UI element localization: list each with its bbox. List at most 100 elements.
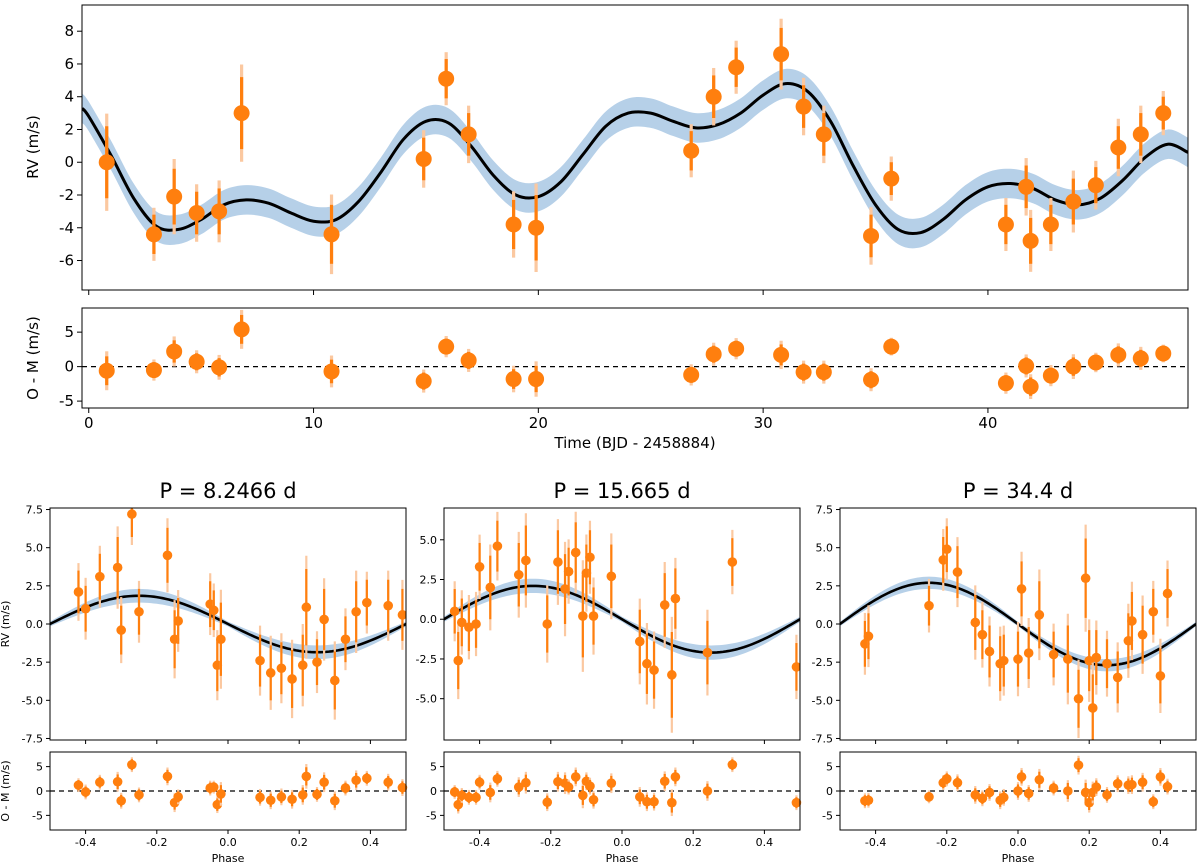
timeseries-point [815, 126, 832, 143]
phase-2-resid-data [444, 757, 802, 817]
timeseries-model-line [82, 82, 1188, 236]
phase-1-resid-point [319, 777, 329, 788]
phase-2-resid-point [563, 782, 574, 792]
phase-3-point [1148, 606, 1159, 617]
phase-3-resid-point [977, 793, 988, 804]
timeseries-point [1065, 193, 1082, 210]
phase-1-point [362, 597, 372, 608]
timeseries-resid-point [166, 343, 183, 360]
phase-2-xlabel: Phase [606, 852, 639, 865]
phase-3-main-ticks: -7.5 -5.0 -2.5 0.0 2.5 5.0 7.5 [812, 504, 1161, 745]
phase-3-point [1023, 648, 1034, 658]
phase-1-resid-xtick-label: 0.2 [290, 836, 308, 849]
phase-3-point [970, 617, 981, 628]
phase-1-resid-point [112, 776, 123, 787]
timeseries-resid-point [1065, 358, 1082, 375]
phase-1-point [397, 610, 406, 620]
phase-2-model-line [444, 584, 800, 654]
timeseries-ytick-label: -6 [59, 252, 74, 270]
phase-2-resid-xtick-label: 0.2 [684, 836, 702, 849]
phase-3-resid-point [1063, 786, 1073, 796]
timeseries-resid-point [773, 346, 790, 363]
timeseries-ytick-label: -2 [59, 186, 74, 204]
phase-1-main-data [50, 508, 406, 720]
phase-2-resid-point [513, 782, 524, 792]
phase-1-model-line [50, 594, 406, 654]
timeseries-point [98, 154, 115, 171]
phase-1-point [383, 600, 394, 611]
phase-3-resid-point [970, 790, 981, 800]
phase-3-resid-xtick-label: -0.4 [865, 836, 886, 849]
phase-3-resid-ytick-label: 5 [826, 761, 833, 774]
phase-1-resid-ylabel: O - M (m/s) [0, 760, 12, 821]
phase-3-point [984, 646, 995, 657]
timeseries-point [1132, 126, 1149, 143]
phase-3-ytick-label: -2.5 [812, 656, 833, 669]
phase-3-xlabel: Phase [1002, 852, 1035, 865]
phase-2-resid-point [659, 776, 670, 787]
phase-3-point [1102, 658, 1112, 669]
phase-3-resid-xtick-label: 0.4 [1152, 836, 1170, 849]
phase-1-resid-point [162, 771, 173, 782]
timeseries-point [795, 98, 812, 115]
timeseries-resid-point [438, 338, 455, 355]
phase-2-point [563, 566, 574, 577]
phase-2-resid-ticks: -0.4 -0.2 0.0 0.2 0.4 -5 0 5 [426, 761, 773, 849]
phase-1-resid-frame [49, 751, 407, 831]
phase-3-resid-xtick-label: 0.2 [1080, 836, 1098, 849]
phase-2-resid-xtick-label: 0.0 [613, 836, 631, 849]
timeseries-resid-point [705, 346, 722, 363]
phase-1-resid-point [330, 795, 340, 806]
phase-2-resid-point [791, 797, 802, 808]
phase-3-ytick-label: -5.0 [812, 694, 833, 707]
timeseries-resid-xtick-label: 30 [754, 414, 773, 432]
phase-1-resid-point [383, 777, 394, 788]
phase-2-resid-xtick-label: -0.2 [540, 836, 561, 849]
phase-1-point [351, 606, 361, 617]
phase-3-resid-point [952, 777, 963, 788]
phase-2-point [659, 600, 670, 610]
phase-3-ytick-label: 0.0 [816, 618, 834, 631]
phase-2-resid-point [474, 777, 485, 788]
timeseries-point [438, 70, 455, 87]
timeseries-resid-point [505, 371, 522, 388]
timeseries-resid-point [1110, 346, 1127, 363]
phase-2-point [670, 593, 681, 604]
phase-2-title: P = 15.665 d [553, 479, 690, 503]
timeseries-resid-point [1042, 367, 1059, 384]
phase-3-point [1155, 671, 1166, 681]
phase-2-resid-point [667, 797, 677, 808]
timeseries-point [1110, 139, 1127, 156]
phase-3-resid-ticks: -0.4 -0.2 0.0 0.2 0.4 -5 0 5 [822, 761, 1169, 849]
phase-1-xlabel: Phase [212, 852, 245, 865]
phase-2-resid-point [553, 776, 563, 787]
phase-2-resid-point [670, 772, 681, 782]
phase-2-ytick-label: 5.0 [420, 534, 438, 547]
phase-1-ytick-label: -5.0 [22, 694, 43, 707]
phase-1-resid-point [173, 792, 183, 802]
timeseries-resid-ytick-label: 5 [64, 323, 74, 341]
phase-3-resid-point [924, 792, 934, 802]
timeseries-point [1018, 178, 1035, 195]
phase-3-point [1073, 693, 1084, 704]
phase-2-resid-point [578, 790, 588, 801]
timeseries-resid-point [1132, 350, 1149, 367]
phase-1-ytick-label: 7.5 [26, 504, 44, 517]
phase-3-resid-point [1084, 797, 1094, 808]
phase-2-resid-point [464, 792, 474, 803]
timeseries-ytick-label: 0 [64, 153, 74, 171]
phase-1-resid-ytick-label: -5 [32, 809, 43, 822]
phase-1-point [127, 509, 137, 519]
phase-2-point [649, 665, 659, 675]
phase-2-point [492, 541, 503, 551]
phase-1-point [319, 614, 329, 625]
timeseries-point [145, 226, 162, 243]
phase-2-resid-point [471, 792, 481, 803]
phase-3-resid-point [1073, 760, 1084, 770]
phase-2-resid-ytick-label: 5 [430, 761, 437, 774]
phase-2-resid-ytick-label: -5 [426, 809, 437, 822]
phase-1-resid-point [116, 795, 126, 806]
phase-1-resid-point [212, 799, 223, 810]
timeseries-model-band [82, 68, 1188, 249]
